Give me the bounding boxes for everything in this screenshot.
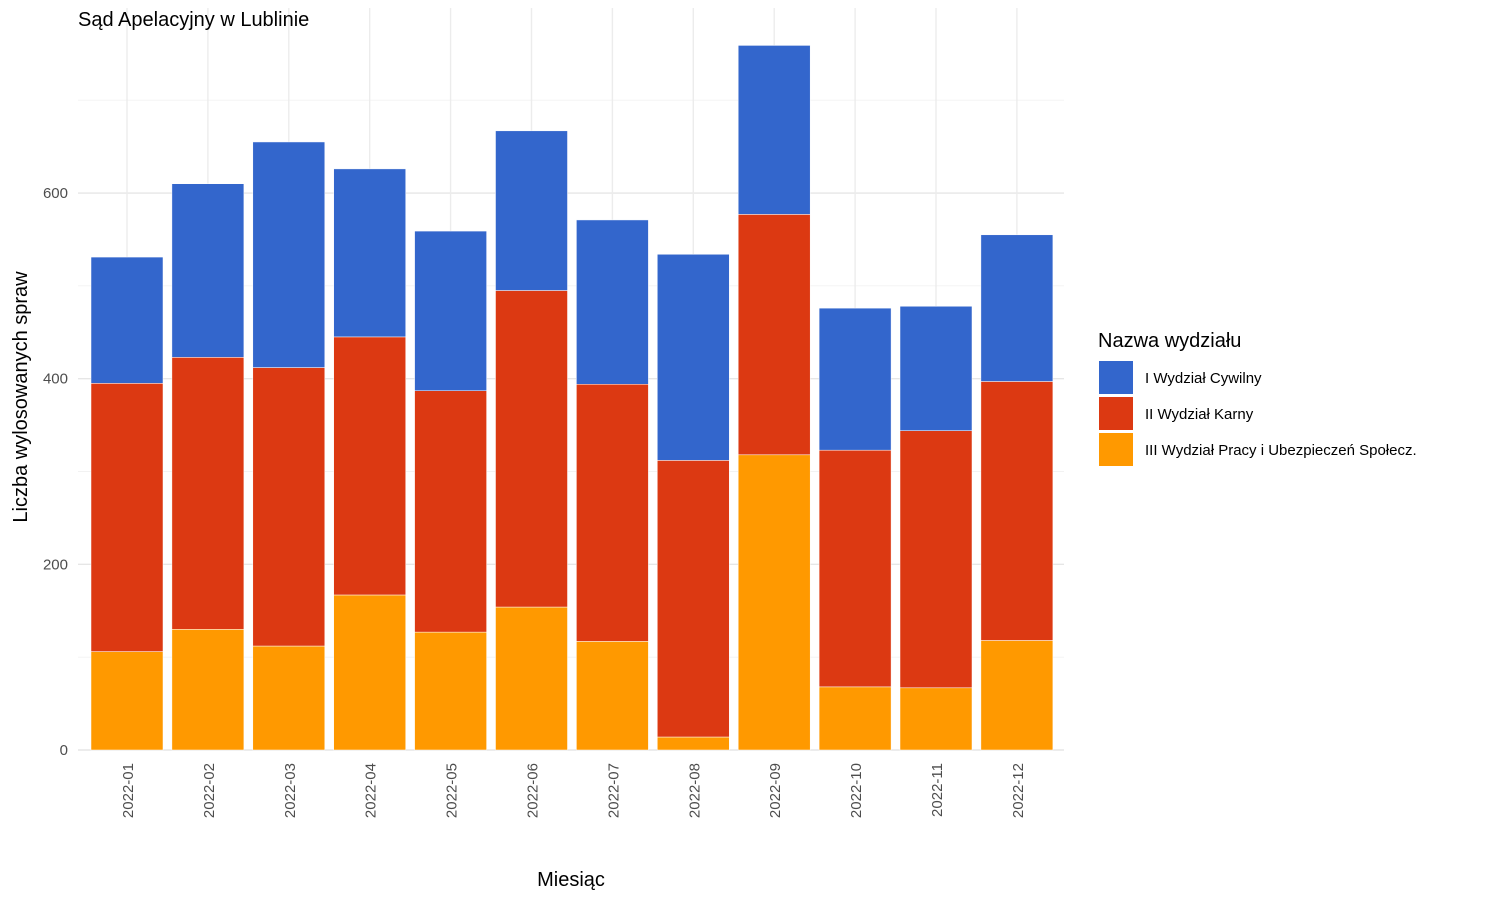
- bar-segment: [333, 594, 406, 751]
- bar-segment: [899, 687, 973, 751]
- legend-label: II Wydział Karny: [1145, 406, 1254, 423]
- bar-segment: [252, 367, 326, 647]
- bar-segment: [576, 383, 649, 642]
- bar-segment: [333, 336, 406, 596]
- legend-swatch: [1099, 433, 1133, 466]
- bar-segment: [818, 307, 892, 451]
- bar-segment: [414, 230, 487, 391]
- bar-segment: [899, 430, 973, 689]
- x-tick-label: 2022-10: [848, 763, 865, 818]
- bar-segment: [90, 383, 164, 652]
- x-tick-label: 2022-09: [767, 763, 784, 818]
- bar-segment: [90, 256, 164, 384]
- x-tick-labels: 2022-01 2022-02 2022-03 2022-04 2022-05 2022-…: [120, 763, 1027, 818]
- bar-segment: [737, 45, 811, 215]
- bar-segment: [252, 141, 326, 368]
- bar-segment: [980, 234, 1054, 382]
- bar-segment: [90, 651, 164, 751]
- legend-label: III Wydział Pracy i Ubezpieczeń Społecz.: [1145, 442, 1417, 459]
- bar-segment: [657, 460, 730, 738]
- bar-segment: [495, 290, 568, 608]
- bar-segment: [657, 254, 730, 461]
- bar-segment: [333, 168, 406, 338]
- bar-segment: [171, 629, 245, 751]
- x-tick-label: 2022-03: [282, 763, 299, 818]
- bar-segment: [980, 381, 1054, 641]
- x-tick-label: 2022-02: [201, 763, 218, 818]
- bar-segment: [495, 130, 568, 291]
- x-tick-label: 2022-06: [525, 763, 542, 818]
- bar-segment: [576, 219, 649, 385]
- bar-segment: [737, 214, 811, 456]
- x-tick-label: 2022-07: [605, 763, 622, 818]
- x-tick-label: 2022-01: [120, 763, 137, 818]
- y-tick-label: 0: [60, 742, 68, 759]
- legend: Nazwa wydziału I Wydział Cywilny II Wydzi…: [1098, 330, 1417, 466]
- x-axis-title: Miesiąc: [537, 869, 605, 891]
- chart-title: Sąd Apelacyjny w Lublinie: [78, 9, 309, 31]
- y-axis-title: Liczba wylosowanych spraw: [10, 271, 32, 523]
- bar-segment: [899, 306, 973, 431]
- bar-segment: [818, 449, 892, 688]
- y-tick-label: 600: [43, 185, 68, 202]
- bar-segment: [171, 357, 245, 630]
- bar-segment: [737, 454, 811, 751]
- bar-segment: [171, 183, 245, 358]
- legend-title: Nazwa wydziału: [1098, 330, 1241, 352]
- bar-segment: [657, 736, 730, 751]
- y-tick-label: 200: [43, 556, 68, 573]
- bar-segment: [414, 631, 487, 751]
- legend-swatch: [1099, 361, 1133, 394]
- x-tick-label: 2022-05: [444, 763, 461, 818]
- x-tick-label: 2022-12: [1010, 763, 1027, 818]
- bar-segment: [980, 640, 1054, 751]
- x-tick-label: 2022-08: [686, 763, 703, 818]
- y-tick-label: 400: [43, 371, 68, 388]
- legend-label: I Wydział Cywilny: [1145, 370, 1262, 387]
- bar-segment: [818, 686, 892, 751]
- x-tick-label: 2022-11: [929, 763, 946, 817]
- bar-segment: [495, 606, 568, 751]
- bar-segment: [252, 645, 326, 751]
- bar-segment: [576, 641, 649, 751]
- legend-swatch: [1099, 397, 1133, 430]
- bar-segment: [414, 390, 487, 633]
- bars: [90, 45, 1054, 751]
- y-tick-labels: 0 200 400 600: [43, 185, 68, 759]
- x-tick-label: 2022-04: [363, 763, 380, 818]
